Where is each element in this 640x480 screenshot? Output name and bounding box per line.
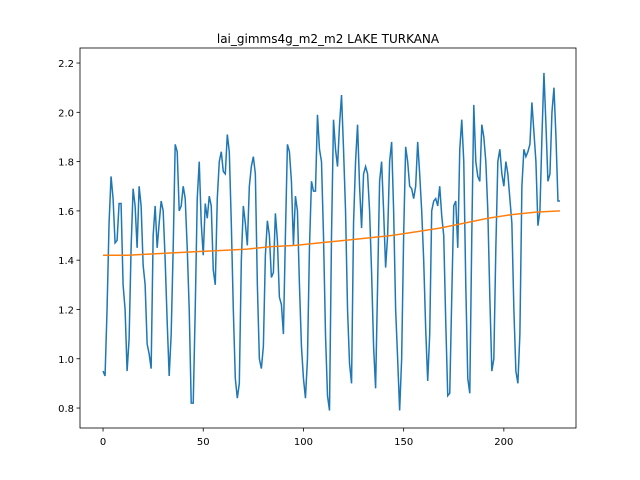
- y-tick-label: 1.6: [58, 207, 74, 218]
- x-tick-label: 200: [494, 437, 513, 448]
- y-tick-label: 1.8: [58, 158, 74, 169]
- plot-frame: [79, 47, 577, 429]
- x-tick-label: 0: [100, 437, 106, 448]
- x-tick-label: 100: [294, 437, 313, 448]
- y-tick-label: 2.0: [58, 108, 74, 119]
- data-line: [102, 72, 560, 411]
- y-tick-label: 1.2: [58, 305, 74, 316]
- y-tick-label: 1.0: [58, 355, 74, 366]
- chart-title: lai_gimms4g_m2_m2 LAKE TURKANA: [217, 32, 440, 46]
- data-line: [103, 210, 561, 256]
- x-tick-label: 50: [197, 437, 210, 448]
- x-tick-label: 150: [394, 437, 413, 448]
- y-tick-label: 1.4: [58, 256, 74, 267]
- y-tick-label: 0.8: [58, 404, 74, 415]
- y-tick-label: 2.2: [58, 59, 74, 70]
